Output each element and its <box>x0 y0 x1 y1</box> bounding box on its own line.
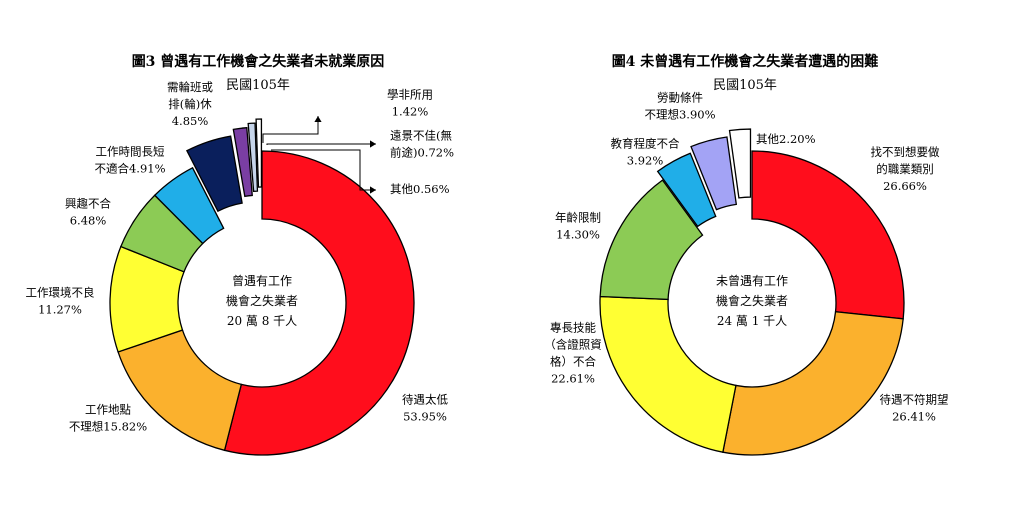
chart-2-callout-text: 年齡限制 <box>555 211 601 225</box>
chart-1-center-label: 曾遇有工作機會之失業者 20 萬 8 千人 <box>226 274 298 328</box>
chart-2-slice-5 <box>656 152 717 228</box>
chart-1-callout-8: 遠景不佳(無前途)0.72% <box>390 129 454 160</box>
chart-2-callout-text: 的職業類別 <box>876 162 934 176</box>
chart-1-callout-text: 工作地點 <box>85 403 131 417</box>
chart-2-slice-6 <box>690 136 738 211</box>
chart-1-callout-text: 工作時間長短 <box>96 145 165 159</box>
chart-2-callout-7: 其他2.20% <box>756 132 816 146</box>
chart-2-callout-text: 勞動條件 <box>657 91 703 105</box>
chart-1-callout-text: 6.48% <box>70 214 107 228</box>
chart-2-center-line: 機會之失業者 <box>716 293 788 308</box>
chart-2-callout-text: 26.41% <box>892 410 936 424</box>
chart-2-callout-5: 教育程度不合 3.92% <box>611 137 680 168</box>
chart-1-callout-4: 興趣不合 6.48% <box>65 197 111 228</box>
chart-2-center-line: 24 萬 1 千人 <box>717 314 787 328</box>
chart-1-callout-text: 其他0.56% <box>390 182 450 196</box>
chart-2-slice-2 <box>722 311 904 456</box>
chart-1-leader-arrow <box>370 186 376 194</box>
chart-2-title: 圖4 未曾遇有工作機會之失業者遭遇的困難 <box>612 53 879 70</box>
chart-1-callout-text: 不理想15.82% <box>69 420 147 434</box>
chart-2-callout-text: （含證照資 <box>544 338 602 352</box>
chart-2-callout-text: 14.30% <box>556 228 600 242</box>
chart-2-slice-4 <box>599 179 704 301</box>
chart-2-center-line: 未曾遇有工作 <box>716 274 788 288</box>
chart-2: 圖4 未曾遇有工作機會之失業者遭遇的困難 民國105年 未曾遇有工作機會之失業者… <box>544 53 949 456</box>
chart-2-callout-text: 找不到想要做 <box>871 145 940 159</box>
chart-1-subtitle: 民國105年 <box>226 78 290 93</box>
chart-2-slice-7 <box>728 128 752 199</box>
chart-1-callout-text: 遠景不佳(無 <box>390 129 452 143</box>
chart-1-center-line: 機會之失業者 <box>226 293 298 308</box>
chart-2-center-label: 未曾遇有工作機會之失業者 24 萬 1 千人 <box>716 274 788 328</box>
chart-2-callout-text: 26.66% <box>883 179 927 193</box>
chart-2-slices <box>599 128 905 456</box>
chart-1-slice-1 <box>223 150 415 456</box>
chart-2-subtitle: 民國105年 <box>713 78 777 93</box>
chart-1-callout-text: 排(輪)休 <box>168 97 212 111</box>
chart-1-slices <box>109 118 415 456</box>
chart-1-callout-text: 工作環境不良 <box>26 286 95 300</box>
chart-1-leader-line <box>266 143 376 145</box>
chart-1-leader-line <box>262 116 319 143</box>
chart-2-callout-text: 專長技能 <box>550 321 596 335</box>
chart-1-callout-9: 其他0.56% <box>390 182 450 196</box>
chart-1-callout-text: 前途)0.72% <box>390 146 454 160</box>
chart-1-callout-text: 4.85% <box>172 114 209 128</box>
chart-1-callout-text: 興趣不合 <box>65 197 111 211</box>
chart-1-callout-text: 11.27% <box>38 303 82 317</box>
chart-1: 圖3 曾遇有工作機會之失業者未就業原因 民國105年 曾遇有工作機會之失業者 20… <box>26 53 455 456</box>
chart-1-center-line: 曾遇有工作 <box>232 274 292 288</box>
chart-1-callout-text: 1.42% <box>392 105 429 119</box>
chart-1-slice-7 <box>232 126 253 198</box>
chart-1-slice-5 <box>153 166 225 245</box>
chart-1-title: 圖3 曾遇有工作機會之失業者未就業原因 <box>132 53 385 70</box>
chart-1-callout-1: 待遇太低 53.95% <box>402 393 448 424</box>
chart-2-callout-text: 格）不合 <box>550 355 596 369</box>
chart-1-slice-6 <box>185 135 243 213</box>
chart-1-leader-arrow <box>314 116 322 122</box>
chart-2-callout-text: 待遇不符期望 <box>880 393 949 407</box>
chart-2-slice-3 <box>599 295 737 453</box>
chart-1-callout-text: 需輪班或 <box>167 80 213 94</box>
chart-1-callout-7: 學非所用 1.42% <box>387 88 433 119</box>
chart-2-callout-2: 待遇不符期望 26.41% <box>880 393 949 424</box>
chart-2-callout-text: 不理想3.90% <box>644 108 715 122</box>
chart-1-center-line: 20 萬 8 千人 <box>227 314 297 328</box>
chart-1-slice-8 <box>247 122 259 193</box>
chart-1-callout-text: 待遇太低 <box>402 393 448 407</box>
chart-1-leader-arrow <box>370 140 376 148</box>
chart-1-callout-text: 不適合4.91% <box>94 162 165 176</box>
chart-1-slice-9 <box>255 118 263 188</box>
chart-1-callout-text: 學非所用 <box>387 88 433 102</box>
chart-1-callout-text: 53.95% <box>403 410 447 424</box>
chart-2-callout-text: 22.61% <box>551 372 595 386</box>
chart-1-leader-line <box>271 149 376 191</box>
chart-2-callout-text: 3.92% <box>627 154 664 168</box>
chart-2-slice-1 <box>751 150 905 320</box>
chart-1-callout-3: 工作環境不良 11.27% <box>26 286 95 317</box>
chart-2-callout-4: 年齡限制 14.30% <box>555 211 601 242</box>
chart-2-callout-text: 教育程度不合 <box>611 137 680 151</box>
chart-2-callout-text: 其他2.20% <box>756 132 816 146</box>
